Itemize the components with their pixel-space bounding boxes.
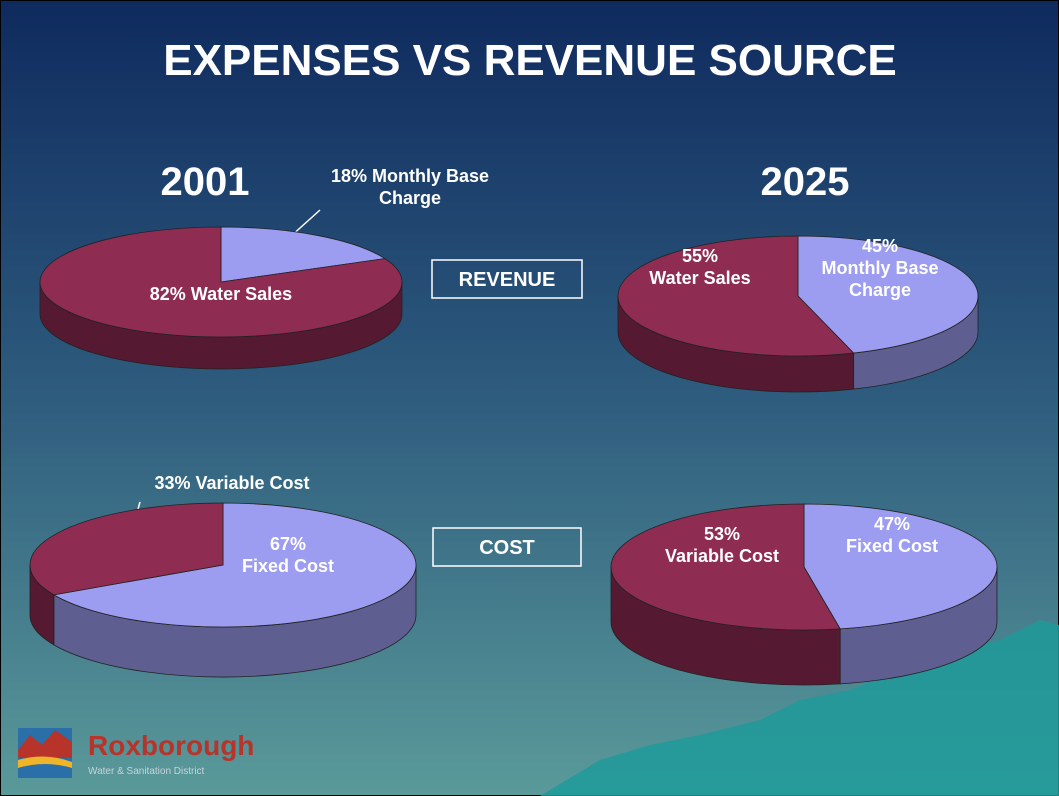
data-label: 67% bbox=[270, 534, 306, 554]
data-label: Monthly Base bbox=[821, 258, 938, 278]
data-label: Charge bbox=[849, 280, 911, 300]
logo-tagline: Water & Sanitation District bbox=[88, 766, 205, 777]
slide: EXPENSES VS REVENUE SOURCE 2001 2025 REV… bbox=[0, 0, 1059, 796]
row-label: REVENUE bbox=[459, 269, 556, 291]
data-label: Water Sales bbox=[649, 268, 750, 288]
data-label: 45% bbox=[862, 236, 898, 256]
data-label: 47% bbox=[874, 514, 910, 534]
data-label: 55% bbox=[682, 246, 718, 266]
year-label: 2001 bbox=[161, 160, 250, 204]
data-label: Charge bbox=[379, 188, 441, 208]
data-label: Fixed Cost bbox=[242, 556, 334, 576]
data-label: 33% Variable Cost bbox=[154, 473, 309, 493]
logo-name: Roxborough bbox=[88, 730, 254, 761]
year-label: 2025 bbox=[761, 160, 850, 204]
data-label: 53% bbox=[704, 524, 740, 544]
row-label: COST bbox=[479, 537, 535, 559]
page: EXPENSES VS REVENUE SOURCE 2001 2025 REV… bbox=[0, 0, 1059, 796]
slide-title: EXPENSES VS REVENUE SOURCE bbox=[163, 36, 897, 85]
data-label: Variable Cost bbox=[665, 546, 779, 566]
data-label: 18% Monthly Base bbox=[331, 166, 489, 186]
data-label: 82% Water Sales bbox=[150, 284, 292, 304]
data-label: Fixed Cost bbox=[846, 536, 938, 556]
